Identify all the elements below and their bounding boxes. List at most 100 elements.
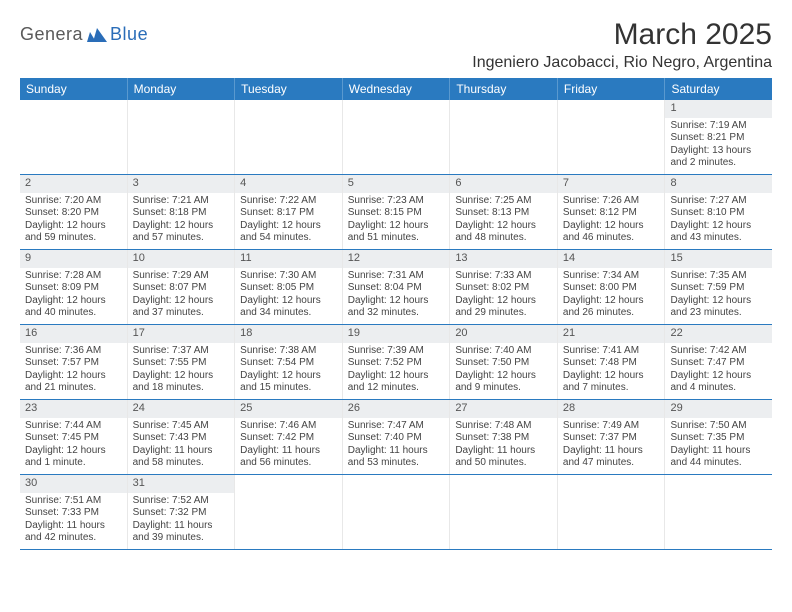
calendar-day: 10Sunrise: 7:29 AMSunset: 8:07 PMDayligh… [128,250,236,324]
daylight-line: Daylight: 12 hours and 48 minutes. [455,220,552,245]
calendar-day: 13Sunrise: 7:33 AMSunset: 8:02 PMDayligh… [450,250,558,324]
sunset-line: Sunset: 8:04 PM [348,282,445,295]
sunrise-line: Sunrise: 7:41 AM [563,345,660,358]
daylight-line: Daylight: 12 hours and 51 minutes. [348,220,445,245]
calendar: SundayMondayTuesdayWednesdayThursdayFrid… [20,78,772,550]
sunset-line: Sunset: 8:02 PM [455,282,552,295]
calendar-day: 9Sunrise: 7:28 AMSunset: 8:09 PMDaylight… [20,250,128,324]
day-body [558,493,665,498]
sunset-line: Sunset: 7:57 PM [25,357,122,370]
calendar-day: 17Sunrise: 7:37 AMSunset: 7:55 PMDayligh… [128,325,236,399]
day-body: Sunrise: 7:51 AMSunset: 7:33 PMDaylight:… [20,493,127,548]
month-title: March 2025 [472,18,772,52]
day-body: Sunrise: 7:50 AMSunset: 7:35 PMDaylight:… [665,418,772,473]
day-body: Sunrise: 7:26 AMSunset: 8:12 PMDaylight:… [558,193,665,248]
day-number: 29 [665,400,772,418]
sunrise-line: Sunrise: 7:23 AM [348,195,445,208]
calendar-day: . [235,100,343,174]
calendar-day: 23Sunrise: 7:44 AMSunset: 7:45 PMDayligh… [20,400,128,474]
daylight-line: Daylight: 12 hours and 23 minutes. [670,295,767,320]
sunrise-line: Sunrise: 7:21 AM [133,195,230,208]
calendar-day: 18Sunrise: 7:38 AMSunset: 7:54 PMDayligh… [235,325,343,399]
day-body: Sunrise: 7:39 AMSunset: 7:52 PMDaylight:… [343,343,450,398]
calendar-day: . [20,100,128,174]
day-number: 24 [128,400,235,418]
logo-flag-icon [87,28,107,42]
day-number: 31 [128,475,235,493]
day-body [450,493,557,498]
sunrise-line: Sunrise: 7:33 AM [455,270,552,283]
daylight-line: Daylight: 11 hours and 47 minutes. [563,445,660,470]
sunrise-line: Sunrise: 7:20 AM [25,195,122,208]
logo-text-blue: Blue [110,24,148,45]
sunset-line: Sunset: 8:15 PM [348,207,445,220]
sunrise-line: Sunrise: 7:44 AM [25,420,122,433]
sunrise-line: Sunrise: 7:47 AM [348,420,445,433]
day-body [235,118,342,123]
sunset-line: Sunset: 7:55 PM [133,357,230,370]
location: Ingeniero Jacobacci, Rio Negro, Argentin… [472,54,772,72]
calendar-day: 7Sunrise: 7:26 AMSunset: 8:12 PMDaylight… [558,175,666,249]
calendar-day: 27Sunrise: 7:48 AMSunset: 7:38 PMDayligh… [450,400,558,474]
day-body: Sunrise: 7:36 AMSunset: 7:57 PMDaylight:… [20,343,127,398]
day-number: 7 [558,175,665,193]
calendar-day: 29Sunrise: 7:50 AMSunset: 7:35 PMDayligh… [665,400,772,474]
day-body: Sunrise: 7:23 AMSunset: 8:15 PMDaylight:… [343,193,450,248]
daylight-line: Daylight: 11 hours and 53 minutes. [348,445,445,470]
sunrise-line: Sunrise: 7:26 AM [563,195,660,208]
sunrise-line: Sunrise: 7:27 AM [670,195,767,208]
daylight-line: Daylight: 12 hours and 57 minutes. [133,220,230,245]
day-body [665,493,772,498]
daylight-line: Daylight: 11 hours and 44 minutes. [670,445,767,470]
calendar-day: 15Sunrise: 7:35 AMSunset: 7:59 PMDayligh… [665,250,772,324]
day-body: Sunrise: 7:41 AMSunset: 7:48 PMDaylight:… [558,343,665,398]
calendar-day: . [343,100,451,174]
daylight-line: Daylight: 12 hours and 46 minutes. [563,220,660,245]
day-number: 9 [20,250,127,268]
sunrise-line: Sunrise: 7:45 AM [133,420,230,433]
calendar-week: 9 Sunrise: 7:28 AMSunset: 8:09 PM Daylight… [20,250,772,325]
day-number: 22 [665,325,772,343]
day-body [450,118,557,123]
daylight-line: Daylight: 13 hours and 2 minutes. [670,145,767,170]
weekday-header: Saturday [665,78,772,100]
sunrise-line: Sunrise: 7:52 AM [133,495,230,508]
daylight-line: Daylight: 12 hours and 26 minutes. [563,295,660,320]
day-body: Sunrise: 7:20 AMSunset: 8:20 PMDaylight:… [20,193,127,248]
sunset-line: Sunset: 7:48 PM [563,357,660,370]
day-number: 1 [665,100,772,118]
logo-text-general: Genera [20,24,83,45]
day-body: Sunrise: 7:19 AMSunset: 8:21 PMDaylight:… [665,118,772,173]
sunset-line: Sunset: 7:50 PM [455,357,552,370]
sunrise-line: Sunrise: 7:22 AM [240,195,337,208]
day-body: Sunrise: 7:29 AMSunset: 8:07 PMDaylight:… [128,268,235,323]
day-body [558,118,665,123]
day-number: 3 [128,175,235,193]
day-body: Sunrise: 7:34 AMSunset: 8:00 PMDaylight:… [558,268,665,323]
daylight-line: Daylight: 11 hours and 58 minutes. [133,445,230,470]
sunset-line: Sunset: 7:33 PM [25,507,122,520]
weekday-header: Wednesday [343,78,451,100]
sunrise-line: Sunrise: 7:28 AM [25,270,122,283]
daylight-line: Daylight: 11 hours and 50 minutes. [455,445,552,470]
day-body [235,493,342,498]
calendar-day: . [558,475,666,549]
sunset-line: Sunset: 8:09 PM [25,282,122,295]
sunset-line: Sunset: 8:12 PM [563,207,660,220]
day-number: 5 [343,175,450,193]
calendar-day: . [665,475,772,549]
daylight-line: Daylight: 12 hours and 12 minutes. [348,370,445,395]
day-number: 16 [20,325,127,343]
day-body: Sunrise: 7:31 AMSunset: 8:04 PMDaylight:… [343,268,450,323]
day-number: 27 [450,400,557,418]
weekday-header: Friday [558,78,666,100]
sunrise-line: Sunrise: 7:42 AM [670,345,767,358]
calendar-day: . [450,475,558,549]
calendar-week: 16Sunrise: 7:36 AMSunset: 7:57 PMDayligh… [20,325,772,400]
day-number: 4 [235,175,342,193]
daylight-line: Daylight: 12 hours and 18 minutes. [133,370,230,395]
sunrise-line: Sunrise: 7:39 AM [348,345,445,358]
calendar-day: 19Sunrise: 7:39 AMSunset: 7:52 PMDayligh… [343,325,451,399]
day-body: Sunrise: 7:35 AMSunset: 7:59 PMDaylight:… [665,268,772,323]
sunset-line: Sunset: 7:32 PM [133,507,230,520]
